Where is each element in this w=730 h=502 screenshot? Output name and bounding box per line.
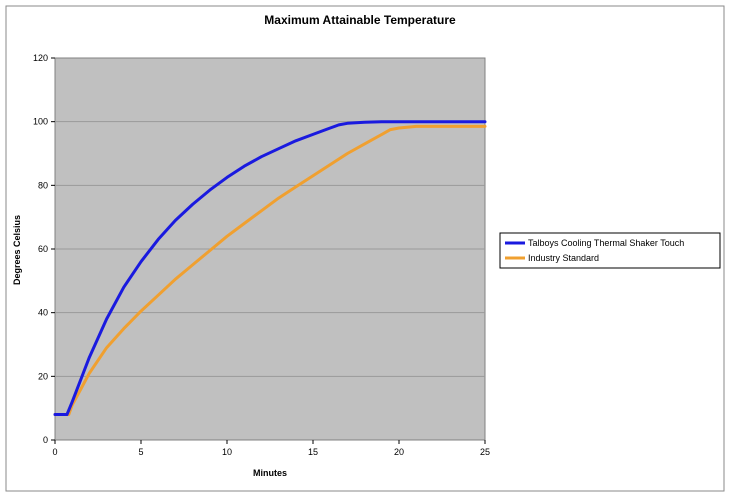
y-tick-label: 120 [33, 53, 48, 63]
x-tick-label: 20 [394, 447, 404, 457]
legend-label-industry-standard: Industry Standard [528, 253, 599, 263]
y-tick-label: 40 [38, 308, 48, 318]
y-tick-label: 60 [38, 244, 48, 254]
y-tick-label: 20 [38, 371, 48, 381]
legend: Talboys Cooling Thermal Shaker Touch Ind… [499, 232, 721, 269]
y-axis-label: Degrees Celsius [12, 215, 22, 285]
legend-box [499, 232, 721, 269]
y-tick-label: 0 [43, 435, 48, 445]
x-tick-label: 10 [222, 447, 232, 457]
series-line-talboys [53, 120, 487, 416]
y-tick-label: 100 [33, 117, 48, 127]
chart-title: Maximum Attainable Temperature [264, 13, 456, 27]
axis-ticks: 0 20 40 60 80 100 120 0 5 10 15 20 25 [33, 53, 490, 457]
x-axis-label: Minutes [253, 468, 287, 478]
x-tick-label: 25 [480, 447, 490, 457]
x-tick-label: 15 [308, 447, 318, 457]
legend-label-talboys: Talboys Cooling Thermal Shaker Touch [528, 238, 684, 248]
series-lines [53, 120, 487, 416]
x-tick-label: 0 [52, 447, 57, 457]
x-tick-label: 5 [138, 447, 143, 457]
y-tick-label: 80 [38, 180, 48, 190]
series-line-industry-standard [53, 124, 487, 416]
